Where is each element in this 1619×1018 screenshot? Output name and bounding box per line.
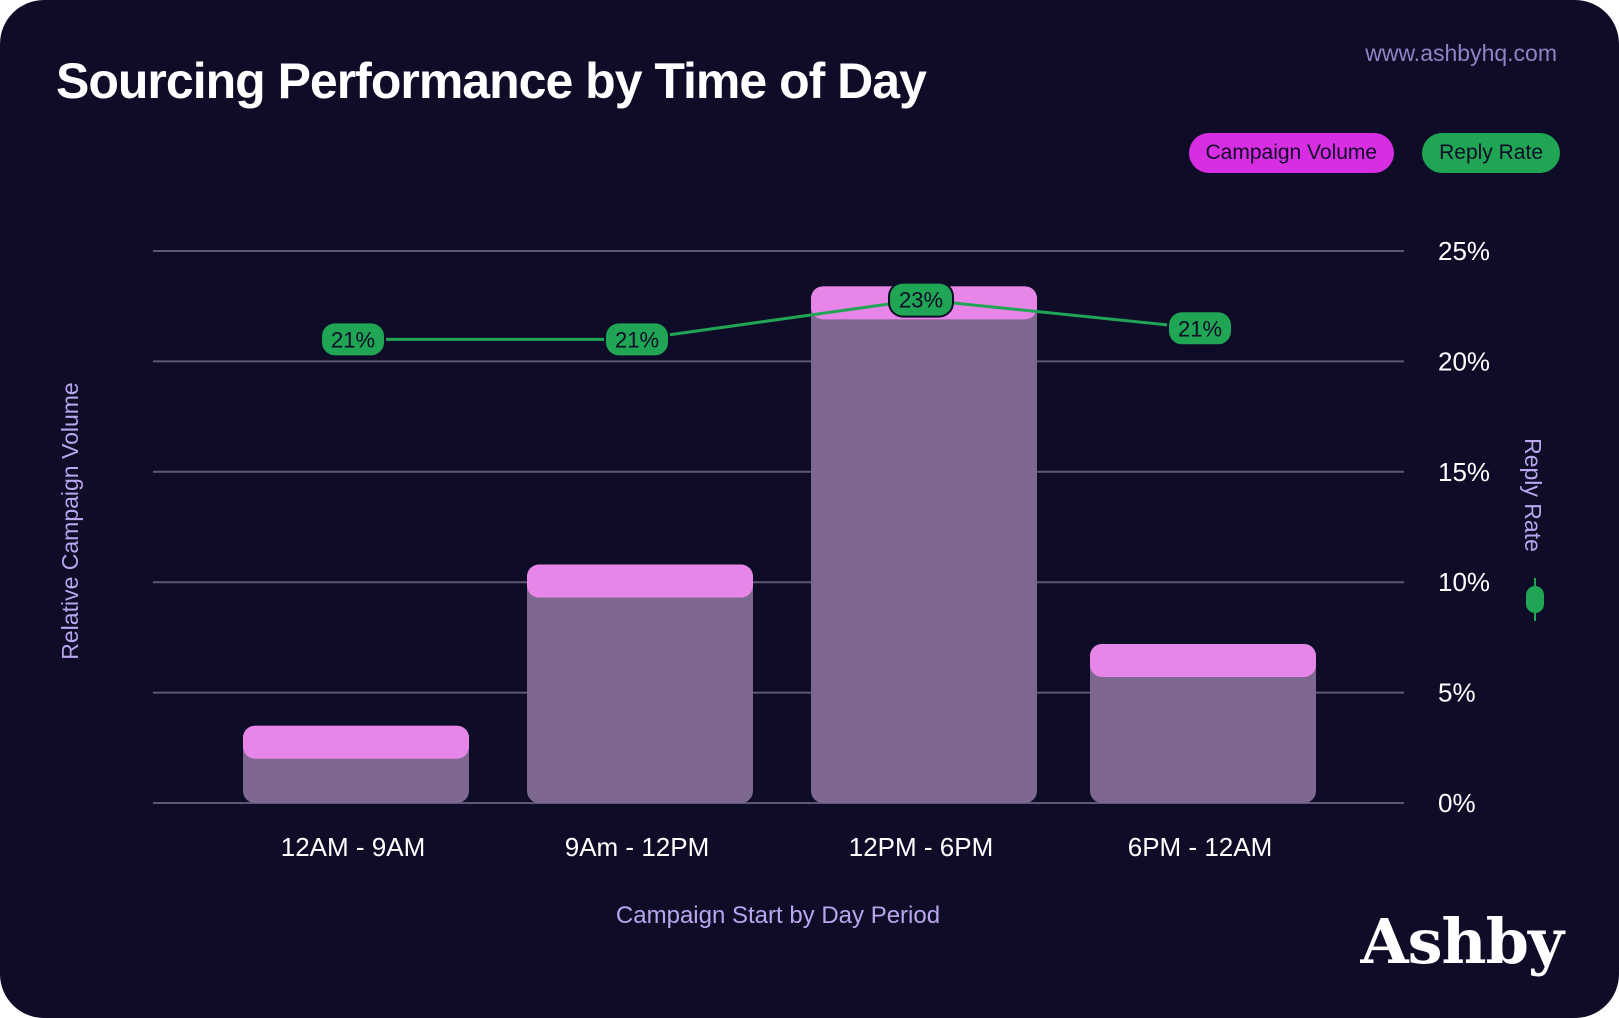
right-axis-tick-label: 20% (1438, 346, 1490, 376)
reply-rate-point: 21% (320, 321, 386, 358)
right-axis-tick-label: 25% (1438, 236, 1490, 266)
x-axis-tick-label: 12AM - 9AM (281, 832, 426, 862)
reply-rate-point-badge (888, 281, 954, 318)
volume-bar-body (527, 564, 753, 803)
volume-bar-cap (243, 725, 469, 759)
right-axis-tick-label: 10% (1438, 567, 1490, 597)
reply-rate-point: 21% (1167, 310, 1233, 347)
website-url[interactable]: www.ashbyhq.com (1365, 40, 1557, 66)
volume-bar (527, 564, 753, 803)
right-axis-tick-label: 5% (1438, 678, 1476, 708)
chart-legend: Campaign Volume Reply Rate (1188, 133, 1560, 173)
volume-bar-body (1090, 644, 1316, 803)
volume-bar-cap (527, 564, 753, 598)
x-axis-tick-label: 12PM - 6PM (849, 832, 994, 862)
reply-rate-point: 23% (888, 281, 954, 318)
right-axis-title: Reply Rate (1520, 438, 1546, 552)
volume-bar-body (811, 286, 1037, 803)
legend-campaign-volume: Campaign Volume (1188, 133, 1395, 173)
reply-rate-point-label: 21% (331, 327, 375, 352)
reply-rate-point-label: 21% (1178, 316, 1222, 341)
reply-rate-point-label: 23% (899, 288, 943, 313)
x-axis-tick-label: 9Am - 12PM (565, 832, 710, 862)
reply-rate-line (353, 298, 1201, 341)
volume-bar (1090, 644, 1316, 803)
x-axis-tick-label: 6PM - 12AM (1128, 832, 1273, 862)
volume-bar (243, 725, 469, 803)
right-axis-tick-label: 15% (1438, 457, 1490, 487)
ashby-logo: Ashby (1360, 905, 1564, 978)
reply-rate-labels: 21% 21% 23% 21% (320, 281, 1233, 358)
bars (243, 286, 1316, 803)
x-axis-title: Campaign Start by Day Period (616, 902, 940, 929)
reply-rate-marker-icon (1526, 578, 1544, 621)
right-axis-tick-labels: 0% 5% 10% 15% 20% 25% (1438, 236, 1490, 818)
reply-rate-point: 21% (604, 321, 670, 358)
volume-bar-cap (1090, 644, 1316, 678)
x-axis-tick-labels: 12AM - 9AM 9Am - 12PM 12PM - 6PM 6PM - 12AM (281, 832, 1273, 862)
reply-rate-point-badge (1167, 310, 1233, 347)
right-axis-tick-label: 0% (1438, 788, 1476, 818)
y-axis-title: Relative Campaign Volume (57, 382, 83, 659)
reply-rate-point-label: 21% (615, 327, 659, 352)
chart-title: Sourcing Performance by Time of Day (56, 53, 927, 109)
legend-reply-rate: Reply Rate (1422, 133, 1560, 173)
reply-rate-point-badge (320, 321, 386, 358)
volume-bar (811, 286, 1037, 803)
reply-rate-point-badge (604, 321, 670, 358)
reply-rate-polyline (353, 298, 1201, 341)
